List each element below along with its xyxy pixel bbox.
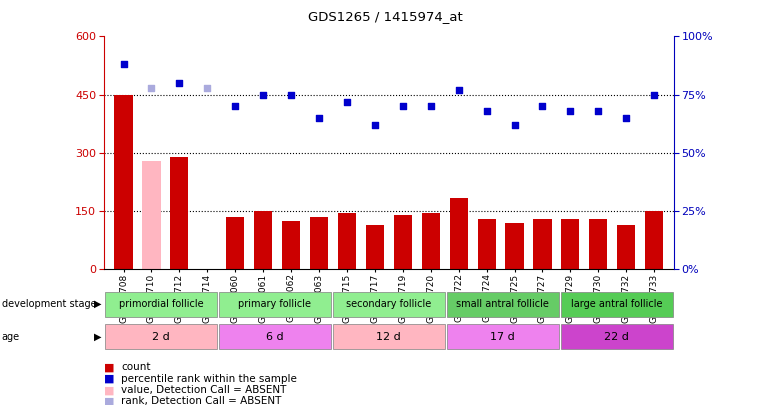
Bar — [254, 211, 273, 269]
Point — [173, 80, 186, 86]
Text: 12 d: 12 d — [377, 332, 401, 341]
Bar — [561, 219, 580, 269]
Text: ▶: ▶ — [94, 299, 102, 309]
Text: 17 d: 17 d — [490, 332, 515, 341]
Bar — [333, 292, 445, 317]
Point — [648, 92, 661, 98]
Text: ■: ■ — [104, 374, 115, 384]
Bar — [105, 324, 217, 349]
Point — [257, 92, 270, 98]
Point — [313, 115, 325, 121]
Bar — [450, 198, 467, 269]
Text: rank, Detection Call = ABSENT: rank, Detection Call = ABSENT — [121, 396, 281, 405]
Text: 22 d: 22 d — [604, 332, 629, 341]
Text: ■: ■ — [104, 385, 115, 395]
Point — [201, 85, 213, 91]
Text: percentile rank within the sample: percentile rank within the sample — [121, 374, 296, 384]
Bar — [310, 217, 328, 269]
Point — [369, 122, 381, 128]
Text: 6 d: 6 d — [266, 332, 283, 341]
Bar — [393, 215, 412, 269]
Bar — [226, 217, 244, 269]
Text: development stage: development stage — [2, 299, 96, 309]
Bar — [142, 161, 160, 269]
Text: ■: ■ — [104, 362, 115, 373]
Text: ■: ■ — [104, 396, 115, 405]
Text: 2 d: 2 d — [152, 332, 170, 341]
Bar — [338, 213, 356, 269]
Bar — [561, 324, 673, 349]
Point — [453, 87, 465, 93]
Bar — [505, 223, 524, 269]
Text: small antral follicle: small antral follicle — [457, 299, 549, 309]
Point — [508, 122, 521, 128]
Bar — [333, 324, 445, 349]
Bar — [105, 292, 217, 317]
Bar — [645, 211, 663, 269]
Text: GDS1265 / 1415974_at: GDS1265 / 1415974_at — [308, 10, 462, 23]
Text: primary follicle: primary follicle — [239, 299, 311, 309]
Point — [480, 108, 493, 114]
Bar — [170, 157, 189, 269]
Text: secondary follicle: secondary follicle — [346, 299, 431, 309]
Point — [537, 103, 549, 110]
Bar — [219, 324, 331, 349]
Bar — [422, 213, 440, 269]
Text: value, Detection Call = ABSENT: value, Detection Call = ABSENT — [121, 385, 286, 395]
Bar — [115, 95, 132, 269]
Bar — [219, 292, 331, 317]
Text: ▶: ▶ — [94, 332, 102, 341]
Bar — [534, 219, 551, 269]
Text: age: age — [2, 332, 20, 341]
Point — [592, 108, 604, 114]
Bar — [366, 225, 384, 269]
Text: large antral follicle: large antral follicle — [571, 299, 662, 309]
Point — [117, 61, 129, 68]
Point — [564, 108, 577, 114]
Point — [397, 103, 409, 110]
Point — [285, 92, 297, 98]
Text: primordial follicle: primordial follicle — [119, 299, 203, 309]
Bar — [618, 225, 635, 269]
Bar — [589, 219, 608, 269]
Bar — [477, 219, 496, 269]
Bar — [447, 292, 559, 317]
Point — [424, 103, 437, 110]
Text: count: count — [121, 362, 150, 373]
Bar — [561, 292, 673, 317]
Point — [229, 103, 241, 110]
Point — [146, 85, 158, 91]
Bar — [447, 324, 559, 349]
Bar — [282, 221, 300, 269]
Point — [341, 98, 353, 105]
Point — [620, 115, 632, 121]
